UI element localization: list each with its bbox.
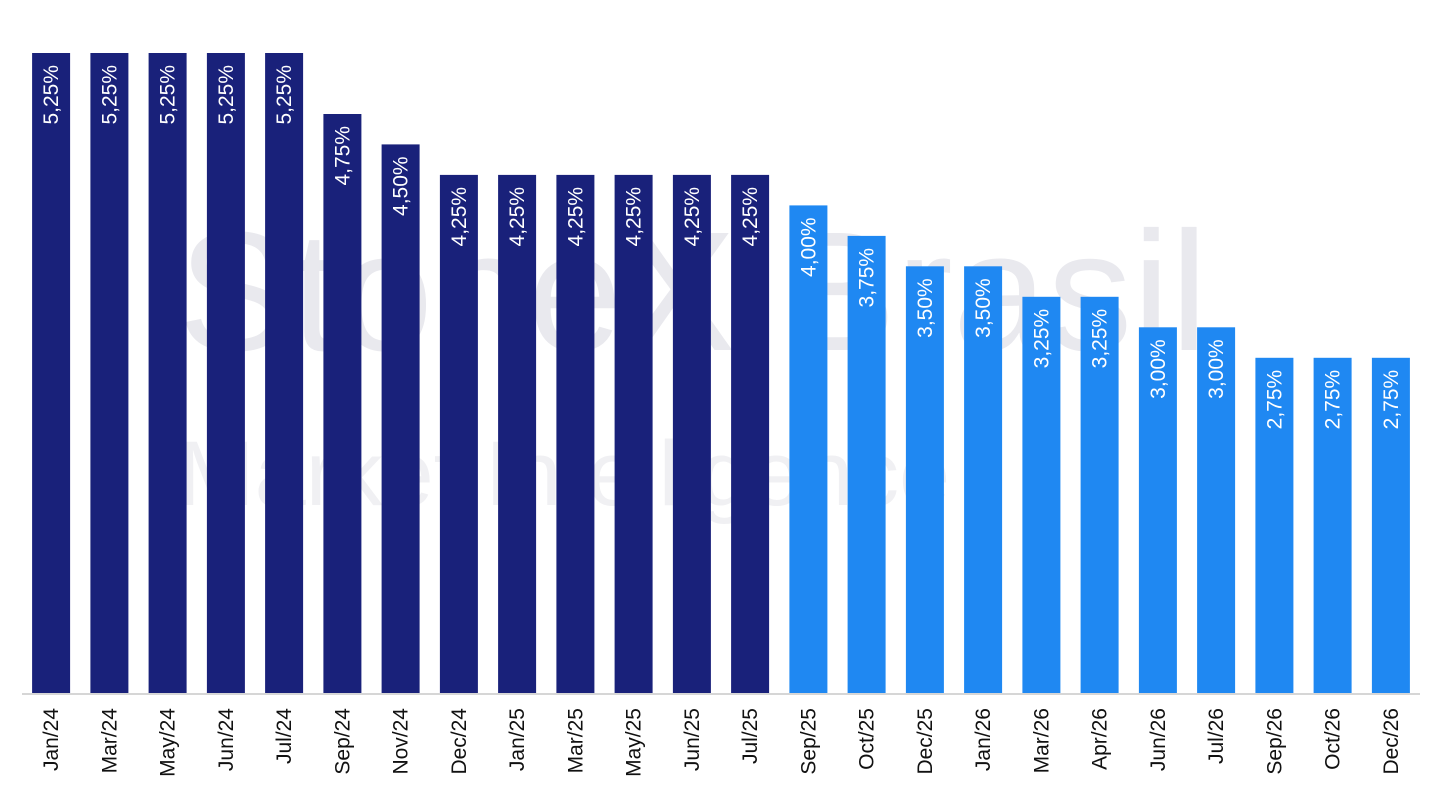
bar-value-label: 3,50%: [914, 278, 937, 338]
bar-dec-24: [439, 174, 478, 693]
bar-value-label: 3,75%: [856, 248, 879, 308]
x-tick-label: Mar/24: [98, 708, 121, 774]
bar-value-label: 5,25%: [157, 65, 180, 125]
bar-value-label: 4,75%: [331, 126, 354, 186]
bar-value-label: 5,25%: [215, 65, 238, 125]
bar-value-label: 4,00%: [797, 217, 820, 277]
bar-oct-25: [847, 235, 886, 693]
x-tick-label: Mar/25: [564, 708, 587, 773]
bar-sep-24: [323, 114, 362, 693]
x-tick-label: Oct/26: [1322, 708, 1345, 770]
bar-value-label: 4,25%: [623, 187, 646, 247]
bar-value-label: 2,75%: [1263, 370, 1286, 430]
bar-value-label: 3,00%: [1147, 339, 1170, 399]
bar-mar-26: [1022, 296, 1061, 693]
x-tick-label: Sep/26: [1263, 708, 1286, 775]
bar-mar-24: [90, 53, 129, 693]
x-tick-label: Sep/24: [331, 708, 354, 775]
bar-apr-26: [1080, 296, 1119, 693]
bar-jan-26: [964, 266, 1003, 693]
bar-oct-26: [1313, 357, 1352, 693]
x-tick-label: May/25: [623, 708, 646, 777]
x-tick-label: Dec/26: [1380, 708, 1403, 775]
bar-dec-25: [905, 266, 944, 693]
bar-value-label: 4,25%: [448, 187, 471, 247]
x-tick-label: Oct/25: [856, 708, 879, 770]
bar-value-label: 4,50%: [390, 156, 413, 216]
bar-jun-25: [672, 174, 711, 693]
x-tick-label: Jun/25: [681, 708, 704, 771]
bar-jul-26: [1197, 327, 1236, 693]
bar-jul-24: [265, 53, 304, 693]
x-tick-label: Jun/26: [1147, 708, 1170, 771]
bar-value-label: 3,25%: [1089, 309, 1112, 369]
bar-mar-25: [556, 174, 595, 693]
bar-value-label: 2,75%: [1380, 370, 1403, 430]
bar-value-label: 4,25%: [506, 187, 529, 247]
bar-value-label: 4,25%: [739, 187, 762, 247]
x-tick-label: Jul/25: [739, 708, 762, 764]
bar-value-label: 3,50%: [972, 278, 995, 338]
x-tick-label: Dec/24: [448, 708, 471, 775]
bar-value-label: 5,25%: [40, 65, 63, 125]
x-tick-label: May/24: [157, 708, 180, 777]
x-tick-label: Mar/26: [1030, 708, 1053, 773]
bar-value-label: 4,25%: [681, 187, 704, 247]
bar-nov-24: [381, 144, 420, 693]
x-axis-ticks: Jan/24 Mar/24 May/24 Jun/24 Jul/24 Sep/24 Nov/…: [40, 708, 1403, 777]
bar-may-25: [614, 174, 653, 693]
x-tick-label: Jul/24: [273, 708, 296, 764]
bar-jul-25: [731, 174, 770, 693]
bar-jun-26: [1138, 327, 1177, 693]
x-tick-label: Jan/26: [972, 708, 995, 771]
x-tick-label: Jul/26: [1205, 708, 1228, 764]
bar-value-label: 5,25%: [98, 65, 121, 125]
x-tick-label: Nov/24: [390, 708, 413, 775]
bar-dec-26: [1371, 357, 1410, 693]
bar-value-label: 2,75%: [1322, 370, 1345, 430]
bar-may-24: [148, 53, 187, 693]
x-tick-label: Jun/24: [215, 708, 238, 771]
bar-sep-25: [789, 205, 828, 693]
x-tick-label: Dec/25: [914, 708, 937, 775]
bar-value-label: 4,25%: [564, 187, 587, 247]
bar-jan-24: [32, 53, 71, 693]
bar-jan-25: [498, 174, 537, 693]
x-tick-label: Jan/25: [506, 708, 529, 771]
x-tick-label: Sep/25: [797, 708, 820, 775]
bar-value-label: 3,25%: [1030, 309, 1053, 369]
bar-sep-26: [1255, 357, 1294, 693]
x-tick-label: Jan/24: [40, 708, 63, 771]
bars-group: 5,25% 5,25% 5,25% 5,25% 5,25% 4,75% 4,50% 4,25%…: [32, 53, 1410, 693]
bar-value-label: 5,25%: [273, 65, 296, 125]
bar-jun-24: [206, 53, 245, 693]
x-tick-label: Apr/26: [1089, 708, 1112, 770]
bar-value-label: 3,00%: [1205, 339, 1228, 399]
